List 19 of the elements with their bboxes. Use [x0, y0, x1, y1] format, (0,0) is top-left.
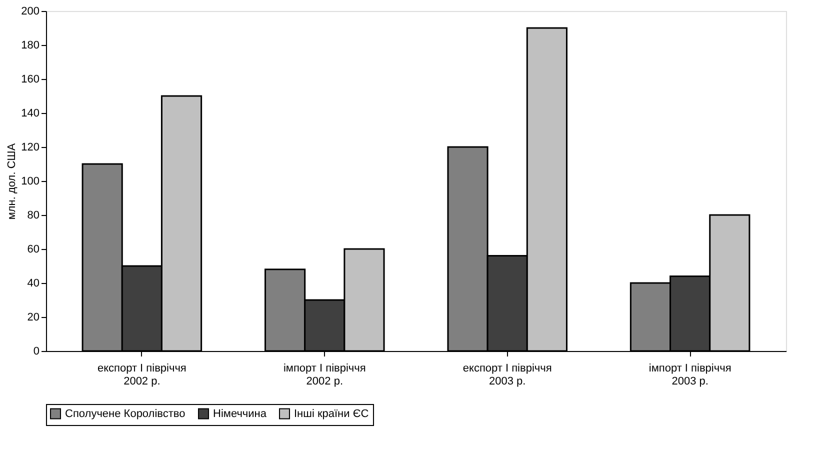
y-tick-label: 100 [21, 176, 40, 188]
x-tick-label: імпорт І півріччя 2002 р. [283, 362, 366, 388]
y-axis-title: млн. дол. США [6, 142, 18, 220]
y-tick-label: 40 [27, 278, 40, 290]
legend-label: Інші країни ЄС [294, 408, 369, 420]
legend-label: Сполучене Королівство [65, 408, 186, 420]
y-tick-label: 20 [27, 312, 40, 324]
x-tick-label: експорт І півріччя 2003 р. [462, 362, 552, 388]
y-tick-label: 60 [27, 244, 40, 256]
x-tick-label: експорт І півріччя 2002 р. [97, 362, 186, 388]
legend-label: Німеччина [213, 408, 268, 420]
y-tick-label: 200 [21, 6, 40, 18]
y-tick-label: 0 [33, 346, 40, 358]
y-tick-label: 160 [21, 74, 40, 86]
y-tick-label: 140 [21, 108, 40, 120]
x-tick-label: імпорт І півріччя 2003 р. [648, 362, 732, 388]
y-tick-label: 80 [27, 210, 40, 222]
y-tick-label: 120 [21, 142, 40, 154]
y-tick-label: 180 [21, 40, 40, 52]
